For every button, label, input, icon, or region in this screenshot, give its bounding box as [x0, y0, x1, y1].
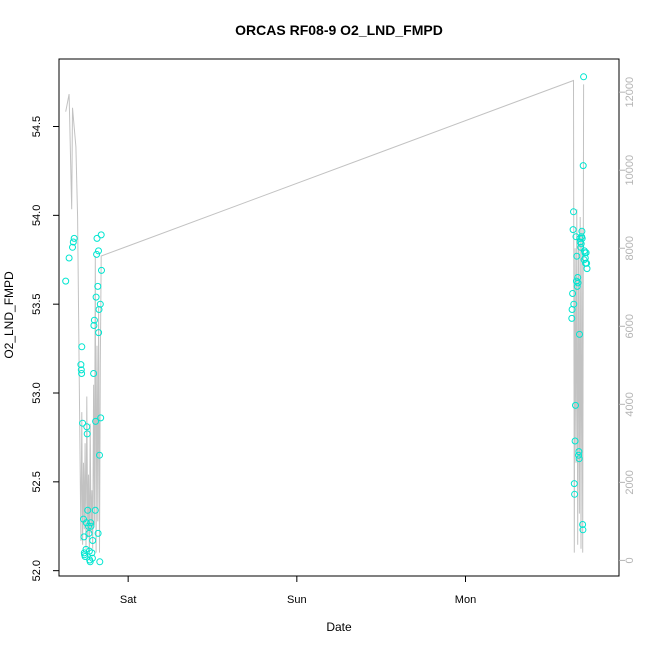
- data-point: [82, 545, 90, 553]
- x-tick-label: Mon: [455, 594, 476, 606]
- data-point: [96, 451, 103, 459]
- y2-tick-label: 6000: [624, 314, 636, 338]
- data-point: [84, 506, 92, 514]
- data-point: [569, 226, 577, 234]
- data-point: [96, 558, 104, 566]
- data-point: [92, 417, 100, 425]
- data-point: [83, 423, 91, 431]
- x-tick-label: Sun: [287, 594, 307, 606]
- data-point: [70, 234, 78, 242]
- data-point: [579, 162, 587, 170]
- x-axis: Sat Sun Mon: [120, 576, 476, 606]
- plot-frame: [58, 58, 620, 577]
- data-point: [97, 414, 105, 422]
- data-point: [93, 250, 101, 258]
- data-point: [572, 401, 579, 409]
- data-point: [573, 277, 580, 285]
- data-point: [94, 282, 102, 290]
- data-point: [575, 448, 583, 456]
- data-point: [577, 243, 585, 251]
- data-point: [583, 259, 591, 267]
- line-series: [65, 79, 585, 553]
- data-point: [62, 277, 70, 285]
- data-point: [570, 480, 578, 488]
- data-point: [580, 73, 588, 81]
- data-point: [82, 519, 90, 527]
- data-point: [579, 526, 587, 534]
- data-point: [69, 243, 76, 251]
- data-point: [570, 300, 578, 308]
- data-point: [79, 419, 87, 427]
- data-point: [574, 274, 582, 281]
- data-point: [87, 522, 95, 530]
- y-axis-right: 0 2000 4000 6000 8000 10000 12000: [619, 77, 636, 563]
- data-point: [96, 300, 104, 308]
- y-tick-label: 53.5: [31, 293, 43, 314]
- data-point: [80, 533, 88, 541]
- y-tick-label: 52.5: [31, 471, 43, 492]
- x-tick-label: Sat: [120, 594, 137, 606]
- data-point: [95, 247, 102, 255]
- altitude-line: [65, 79, 585, 553]
- data-point: [575, 451, 582, 459]
- data-point: [78, 343, 86, 351]
- y2-tick-label: 2000: [624, 470, 636, 494]
- data-point: [90, 322, 98, 329]
- y-tick-label: 53.0: [31, 382, 43, 403]
- data-point: [573, 282, 581, 290]
- data-point: [94, 529, 102, 537]
- data-point: [91, 506, 99, 514]
- data-point: [95, 329, 103, 337]
- data-point: [89, 537, 97, 544]
- data-point: [92, 293, 100, 301]
- x-axis-label: Date: [326, 620, 352, 634]
- data-point: [98, 266, 105, 274]
- data-point: [97, 231, 105, 239]
- data-point: [78, 370, 86, 377]
- y2-tick-label: 0: [624, 557, 636, 563]
- data-point: [578, 234, 586, 242]
- data-point: [87, 519, 95, 527]
- data-point: [575, 455, 583, 463]
- data-point: [90, 316, 98, 324]
- point-series: [62, 73, 591, 566]
- data-point: [77, 366, 85, 374]
- data-point: [93, 234, 101, 242]
- chart-title: ORCAS RF08-9 O2_LND_FMPD: [235, 22, 443, 38]
- data-point: [578, 227, 586, 235]
- data-point: [574, 279, 582, 287]
- data-point: [88, 549, 96, 557]
- y2-tick-label: 12000: [624, 77, 636, 108]
- data-point: [85, 522, 92, 530]
- data-point: [571, 490, 579, 498]
- data-point: [65, 254, 73, 262]
- data-point: [570, 208, 577, 216]
- y-axis-left: 52.0 52.5 53.0 53.5 54.0 54.5: [31, 116, 59, 581]
- y-tick-label: 52.0: [31, 560, 43, 581]
- y2-tick-label: 4000: [624, 392, 636, 416]
- data-point: [88, 554, 96, 562]
- data-point: [571, 437, 579, 445]
- data-point: [576, 330, 583, 338]
- data-point: [569, 290, 577, 297]
- y2-tick-label: 10000: [624, 155, 636, 186]
- y2-tick-label: 8000: [624, 236, 636, 260]
- data-point: [81, 553, 89, 560]
- data-point: [77, 361, 85, 369]
- data-point: [583, 265, 591, 273]
- data-point: [582, 249, 590, 257]
- data-point: [579, 521, 587, 528]
- y-tick-label: 54.0: [31, 205, 43, 226]
- data-point: [69, 238, 77, 246]
- data-point: [85, 529, 93, 537]
- data-point: [83, 430, 91, 438]
- data-point: [86, 558, 94, 566]
- y-tick-label: 54.5: [31, 116, 43, 137]
- data-point: [568, 314, 576, 322]
- data-point: [90, 370, 98, 377]
- y-axis-label: O2_LND_FMPD: [2, 271, 16, 359]
- data-point: [573, 252, 581, 260]
